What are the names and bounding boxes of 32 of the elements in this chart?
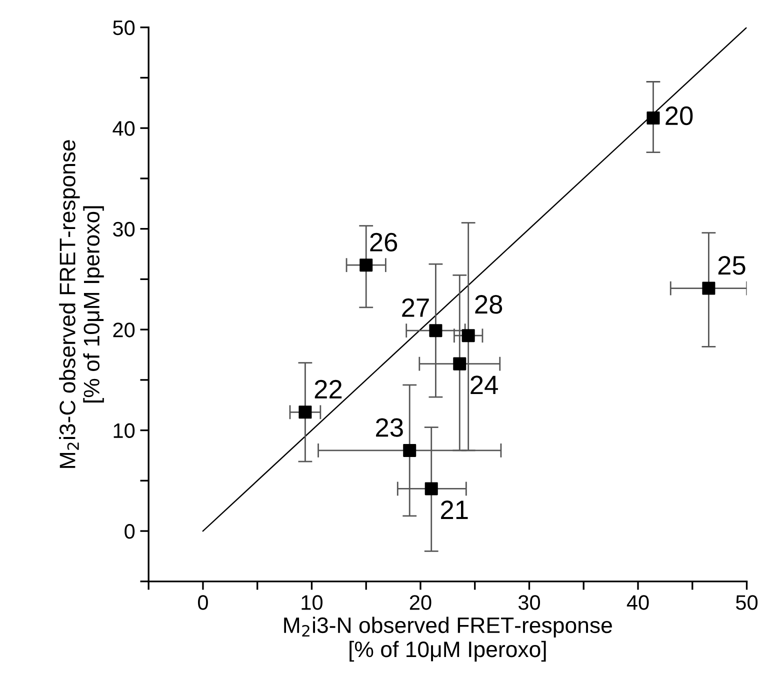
point — [453, 357, 466, 370]
x-tick-label: 0 — [198, 595, 208, 610]
annotation: 27 — [402, 298, 429, 317]
y-tick-label: 30 — [113, 222, 135, 237]
x-tick-label: 50 — [736, 595, 758, 610]
y-tick-label: 10 — [114, 423, 135, 438]
x-axis-title: M$_{2}$i3-N observed FRET-response [% of 10μM Iperoxo] — [284, 616, 612, 662]
point — [424, 482, 438, 496]
x-tick-label: 10 — [302, 595, 322, 610]
x-tick-label: 30 — [518, 595, 540, 610]
point — [646, 112, 660, 125]
point — [702, 282, 716, 295]
y-tick-label: 40 — [112, 121, 135, 136]
annotation: 21 — [441, 500, 468, 519]
y-tick-label: 20 — [113, 322, 135, 338]
point — [462, 329, 475, 342]
annotation: 28 — [475, 295, 502, 314]
annotation: 24 — [470, 376, 498, 394]
annotation: 23 — [376, 418, 403, 437]
x-tick-label: 40 — [626, 595, 649, 610]
point — [403, 444, 416, 457]
point — [298, 406, 312, 419]
y-axis-title: M$_{2}$i3-C observed FRET-response [% of 10μM Iperoxo] — [59, 140, 104, 468]
point — [360, 258, 373, 272]
annotation: 25 — [718, 256, 746, 275]
y-tick-label: 0 — [124, 524, 135, 539]
annotation: 22 — [314, 380, 342, 398]
point — [429, 324, 442, 338]
annotation: 20 — [666, 106, 693, 126]
y-tick-label: 50 — [113, 20, 135, 36]
annotation: 26 — [370, 232, 398, 252]
x-tick-label: 20 — [410, 595, 432, 610]
